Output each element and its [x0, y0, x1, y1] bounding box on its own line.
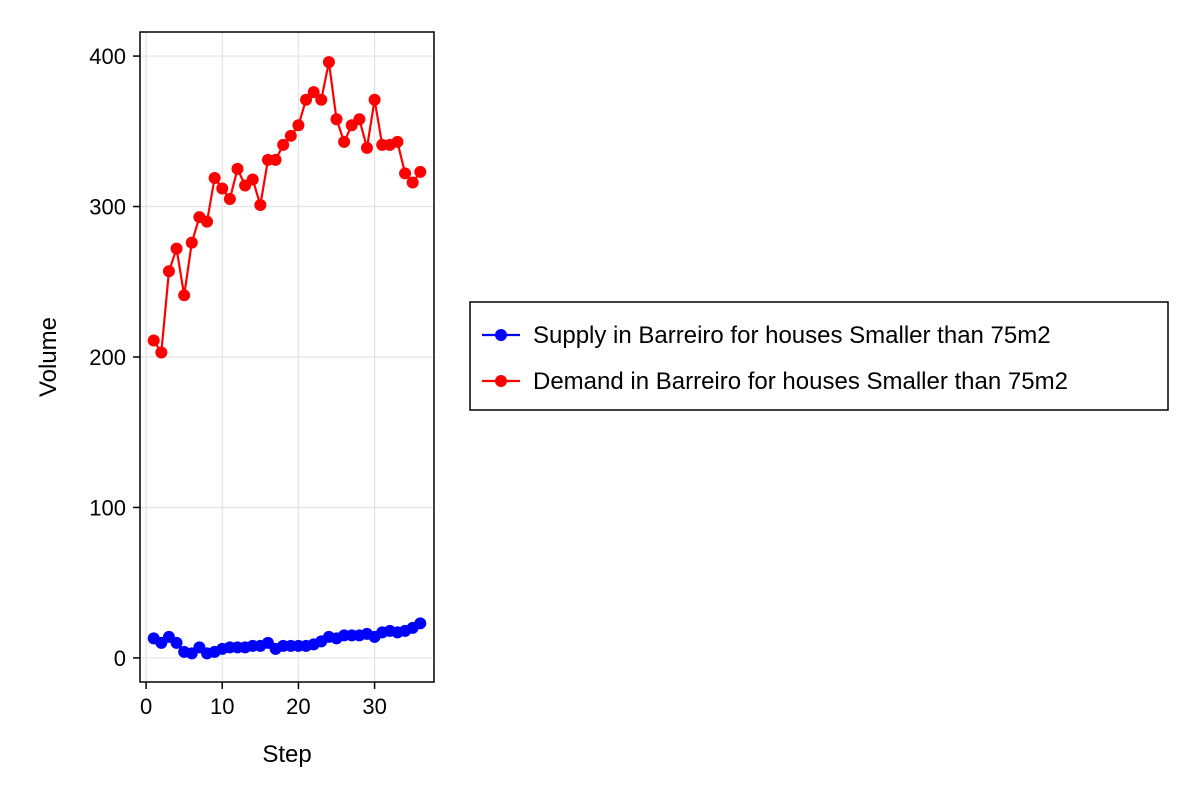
demand-data-point — [353, 113, 366, 126]
series-layer — [147, 56, 427, 660]
demand-data-point — [330, 113, 343, 126]
x-tick-label: 0 — [140, 694, 152, 719]
demand-data-point — [223, 193, 236, 206]
demand-data-point — [338, 135, 351, 148]
demand-data-point — [406, 176, 419, 189]
legend-box — [469, 301, 1169, 411]
demand-data-point — [277, 138, 290, 151]
demand-data-point — [208, 171, 221, 184]
demand-data-point — [162, 265, 175, 278]
y-tick-label: 300 — [89, 195, 126, 220]
y-tick-label: 400 — [89, 44, 126, 69]
demand-data-point — [399, 167, 412, 180]
supply-data-point — [170, 636, 183, 649]
x-tick-label: 20 — [286, 694, 310, 719]
demand-data-point — [315, 93, 328, 106]
demand-series-line — [152, 60, 422, 354]
demand-data-point — [269, 153, 282, 166]
demand-data-point — [147, 334, 160, 347]
demand-data-point — [254, 199, 267, 212]
legend-supply-label: Supply in Barreiro for houses Smaller th… — [533, 322, 1051, 349]
y-tick-label: 100 — [89, 495, 126, 520]
legend-demand-label: Demand in Barreiro for houses Smaller th… — [533, 368, 1068, 395]
x-tick-label: 30 — [362, 694, 386, 719]
demand-data-point — [246, 173, 259, 186]
x-tick-label: 10 — [210, 694, 234, 719]
y-tick-label: 200 — [89, 345, 126, 370]
legend: Supply in Barreiro for houses Smaller th… — [469, 301, 1169, 411]
demand-data-point — [170, 242, 183, 255]
demand-data-point — [307, 86, 320, 99]
demand-data-point — [360, 141, 373, 154]
demand-data-point — [414, 165, 427, 178]
demand-data-point — [216, 182, 229, 195]
grid-lines — [140, 32, 434, 682]
demand-data-point — [201, 215, 214, 228]
demand-data-point — [292, 119, 305, 132]
y-axis-label: Volume — [35, 317, 62, 397]
demand-data-point — [391, 135, 404, 148]
demand-data-point — [284, 129, 297, 142]
demand-data-point — [322, 56, 335, 69]
demand-data-point — [178, 289, 191, 302]
demand-data-point — [185, 236, 198, 249]
demand-data-point — [300, 93, 313, 106]
demand-data-point — [155, 346, 168, 359]
demand-data-point — [231, 162, 244, 175]
legend-demand-marker — [495, 375, 507, 387]
supply-data-point — [414, 617, 427, 630]
x-axis-label: Step — [262, 741, 311, 768]
legend-supply-marker — [495, 329, 507, 341]
y-tick-label: 0 — [114, 646, 126, 671]
demand-data-point — [368, 93, 381, 106]
